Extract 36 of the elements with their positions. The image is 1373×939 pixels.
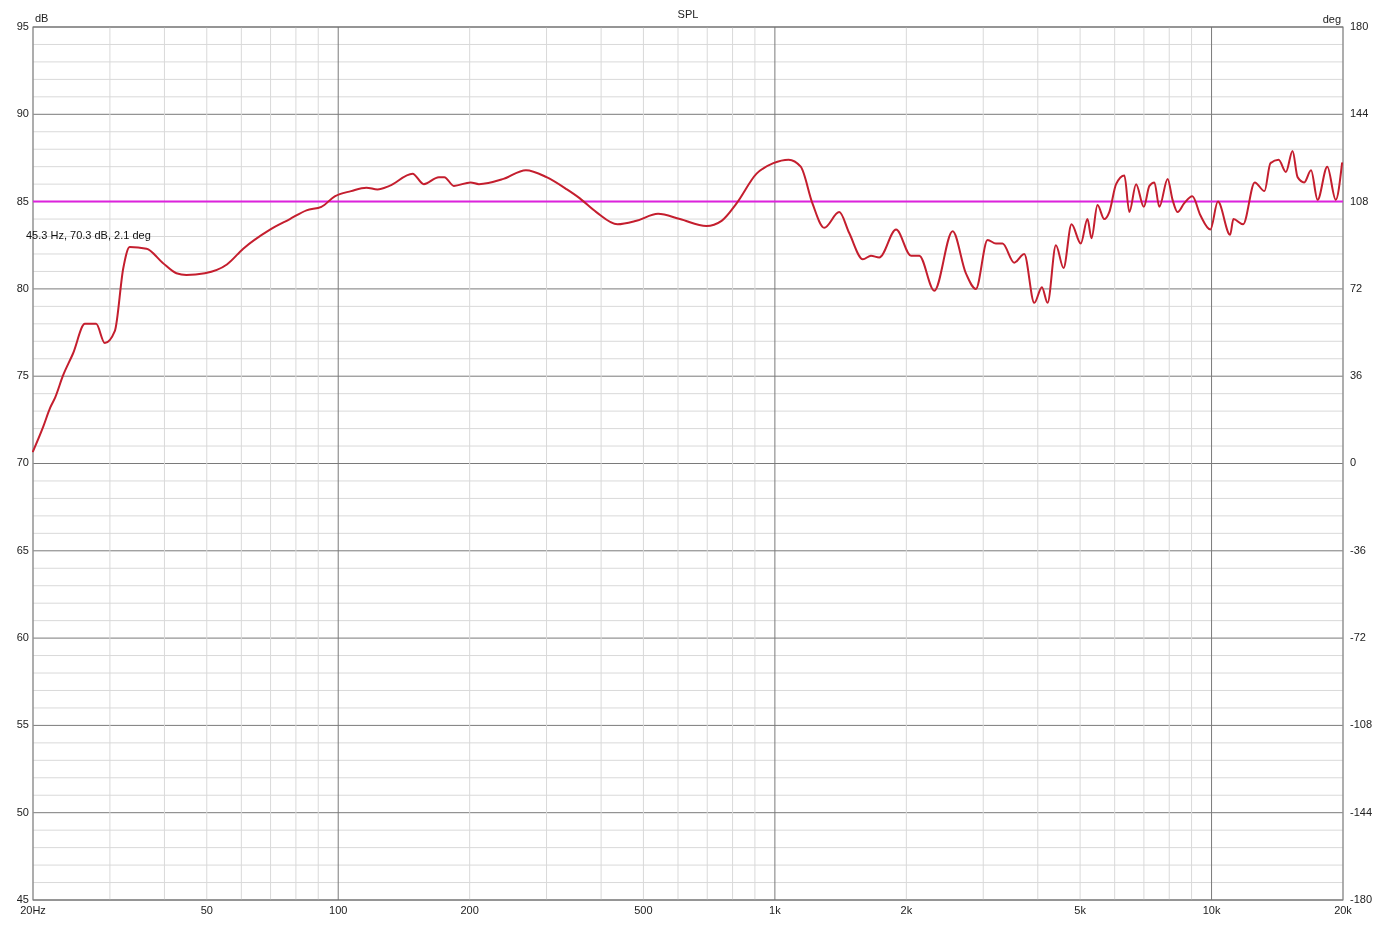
y-tick-label: 90: [16, 107, 29, 120]
chart-title: SPL: [677, 8, 699, 20]
y2-tick-label: 36: [1350, 369, 1363, 382]
y-tick-label: 65: [16, 543, 29, 556]
x-tick-label: 500: [634, 903, 653, 916]
y-axis-title: dB: [35, 12, 49, 24]
x-tick-label: 50: [200, 903, 213, 916]
x-tick-label: 200: [460, 903, 479, 916]
y-tick-label: 60: [16, 631, 29, 644]
y-tick-label: 80: [16, 281, 29, 294]
y2-tick-label: -180: [1350, 892, 1373, 905]
y-tick-label: 85: [16, 194, 29, 207]
x-tick-label: 1k: [769, 903, 782, 916]
annotation: 45.3 Hz, 70.3 dB, 2.1 deg: [26, 229, 151, 241]
x-tick-label: 2k: [900, 903, 913, 916]
y2-axis-title: deg: [1322, 13, 1341, 25]
y-tick-label: 45: [16, 892, 29, 905]
y2-tick-label: 144: [1350, 107, 1369, 120]
y-tick-label: 55: [16, 718, 29, 731]
y2-tick-label: -36: [1350, 543, 1366, 556]
y-tick-label: 50: [16, 805, 29, 818]
y-tick-label: 75: [16, 369, 29, 382]
x-tick-label: 20k: [1334, 903, 1353, 916]
y2-tick-label: -108: [1350, 718, 1373, 731]
y2-tick-label: 180: [1350, 19, 1369, 32]
y2-tick-label: -144: [1350, 805, 1373, 818]
y2-tick-label: -72: [1350, 631, 1366, 644]
y2-tick-label: 0: [1350, 456, 1357, 469]
y2-tick-label: 108: [1350, 194, 1369, 207]
x-tick-label: 20Hz: [20, 903, 46, 916]
y2-tick-label: 72: [1350, 281, 1363, 294]
x-tick-label: 100: [329, 903, 348, 916]
y-tick-label: 70: [16, 456, 29, 469]
x-tick-label: 5k: [1074, 903, 1087, 916]
x-tick-label: 10k: [1202, 903, 1221, 916]
y-tick-label: 95: [16, 19, 29, 32]
